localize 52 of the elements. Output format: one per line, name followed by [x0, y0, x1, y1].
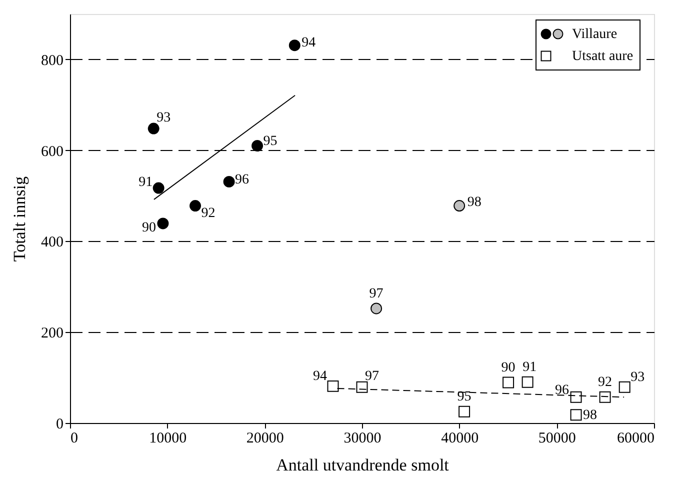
point — [288, 40, 300, 52]
annotation: 94 — [302, 35, 316, 50]
legend-label: Villaure — [572, 27, 618, 42]
point — [370, 302, 382, 314]
annotation: 97 — [369, 286, 384, 302]
point — [454, 200, 466, 212]
y-tick-label: 200 — [41, 326, 64, 342]
y-tick-label: 600 — [41, 144, 64, 160]
x-tick-label: 20000 — [246, 430, 284, 446]
annotation: 90 — [501, 360, 516, 376]
point — [190, 200, 202, 212]
annotation: 91 — [138, 175, 153, 190]
y-tick-label: 0 — [56, 416, 64, 432]
y-axis-title: Totalt innsig — [10, 176, 29, 262]
point — [458, 406, 470, 418]
annotation: 92 — [201, 206, 216, 221]
annotation: 94 — [312, 369, 327, 384]
point — [570, 391, 582, 403]
annotation: 91 — [522, 360, 537, 376]
x-tick-label: 40000 — [441, 430, 479, 446]
annotation: 95 — [457, 390, 472, 405]
point — [148, 122, 160, 134]
annotation: 96 — [235, 172, 250, 188]
x-tick-label: 30000 — [344, 430, 382, 446]
point — [618, 381, 630, 393]
legend-label: Utsatt aure — [572, 49, 634, 64]
annotation: 95 — [263, 134, 278, 149]
annotation: 93 — [156, 110, 171, 126]
x-tick-label: 10000 — [149, 430, 187, 446]
point — [570, 409, 582, 421]
annotation: 98 — [583, 408, 598, 423]
point — [356, 381, 368, 393]
point — [252, 140, 264, 152]
point — [152, 182, 164, 194]
point — [502, 376, 514, 388]
point — [157, 218, 169, 230]
annotation: 93 — [630, 370, 645, 386]
x-tick-label: 60000 — [617, 430, 654, 446]
annotation: 90 — [142, 220, 156, 236]
point — [223, 176, 235, 188]
x-axis-title: Antall utvandrende smolt — [276, 456, 450, 474]
y-tick-label: 400 — [41, 234, 64, 251]
y-tick-label: 800 — [41, 52, 64, 69]
annotation: 92 — [598, 375, 612, 390]
annotation: 98 — [467, 194, 482, 210]
x-tick-label: 50000 — [538, 430, 576, 446]
annotation: 97 — [365, 369, 379, 384]
point — [599, 391, 611, 403]
annotation: 96 — [555, 383, 570, 398]
x-tick-label: 0 — [70, 430, 78, 446]
point — [327, 380, 339, 392]
point — [522, 376, 534, 388]
